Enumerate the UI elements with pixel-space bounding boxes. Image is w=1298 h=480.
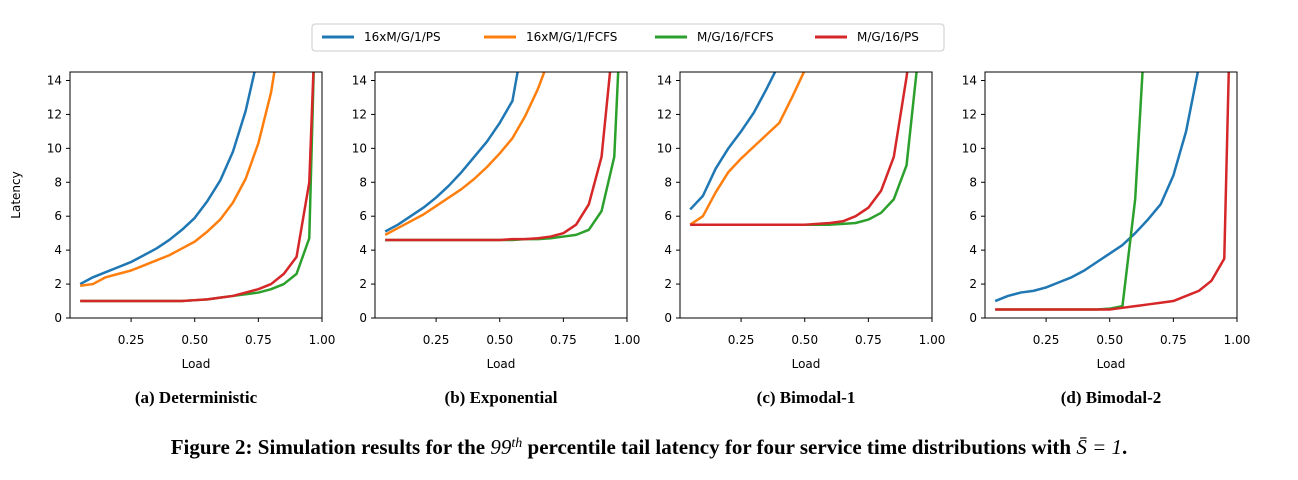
x-tick-label: 0.25: [423, 333, 450, 347]
caption-part: 99: [490, 435, 512, 459]
y-tick-label: 4: [54, 243, 62, 257]
y-tick-label: 2: [969, 277, 977, 291]
legend-label: 16xM/G/1/FCFS: [526, 30, 617, 44]
y-tick-label: 8: [54, 175, 62, 189]
subplot-title: (d) Bimodal-2: [1061, 388, 1162, 407]
x-axis-label: Load: [792, 357, 821, 371]
legend-label: 16xM/G/1/PS: [364, 30, 441, 44]
y-tick-label: 10: [352, 141, 367, 155]
legend-label: M/G/16/FCFS: [697, 30, 774, 44]
x-tick-label: 1.00: [614, 333, 641, 347]
x-tick-label: 0.75: [245, 333, 272, 347]
series-line: [384, 72, 546, 236]
series-line: [384, 72, 519, 233]
x-tick-label: 0.75: [1160, 333, 1187, 347]
caption-part: Figure 2: Simulation results for the: [171, 435, 491, 459]
y-tick-label: 4: [359, 243, 367, 257]
y-tick-label: 14: [962, 73, 977, 87]
y-tick-label: 10: [962, 141, 977, 155]
subplot-title: (a) Deterministic: [135, 388, 258, 407]
series-line: [80, 72, 315, 303]
x-tick-label: 1.00: [1224, 333, 1251, 347]
y-tick-label: 0: [969, 311, 977, 325]
series-line: [690, 72, 909, 226]
plot-area: [994, 72, 1230, 311]
y-tick-label: 6: [359, 209, 367, 223]
series-line: [689, 72, 777, 211]
y-tick-label: 12: [657, 107, 672, 121]
axes-frame: [679, 71, 933, 319]
y-tick-label: 10: [657, 141, 672, 155]
y-tick-label: 6: [969, 209, 977, 223]
y-tick-label: 6: [54, 209, 62, 223]
y-tick-label: 10: [47, 141, 62, 155]
series-line: [385, 72, 612, 242]
subplot-title: (c) Bimodal-1: [757, 388, 856, 407]
y-tick-label: 8: [359, 175, 367, 189]
y-tick-label: 8: [969, 175, 977, 189]
axes-frame: [984, 71, 1238, 319]
y-tick-label: 14: [47, 73, 62, 87]
subplot-title: (b) Exponential: [445, 388, 558, 407]
x-tick-label: 1.00: [309, 333, 336, 347]
x-tick-label: 0.50: [181, 333, 208, 347]
x-tick-label: 0.25: [728, 333, 755, 347]
series-line: [80, 72, 276, 288]
series-line: [994, 72, 1200, 303]
y-tick-label: 4: [664, 243, 672, 257]
x-tick-label: 0.75: [550, 333, 577, 347]
x-tick-label: 0.50: [1096, 333, 1123, 347]
x-axis-label: Load: [182, 357, 211, 371]
figure-caption: Figure 2: Simulation results for the 99t…: [171, 435, 1128, 459]
y-tick-label: 0: [359, 311, 367, 325]
y-tick-label: 8: [664, 175, 672, 189]
legend-box: [311, 23, 945, 52]
x-tick-label: 0.50: [791, 333, 818, 347]
y-tick-label: 0: [664, 311, 672, 325]
caption-part: th: [511, 436, 522, 451]
plot-area: [79, 72, 315, 303]
series-line: [995, 72, 1230, 311]
y-tick-label: 4: [969, 243, 977, 257]
series-line: [80, 72, 315, 303]
caption-part: S̄ = 1: [1076, 435, 1122, 459]
y-tick-label: 2: [664, 277, 672, 291]
plot-area: [689, 72, 918, 226]
axes-frame: [69, 71, 323, 319]
axes-frame: [374, 71, 628, 319]
y-tick-label: 12: [47, 107, 62, 121]
y-tick-label: 14: [657, 73, 672, 87]
x-tick-label: 0.25: [118, 333, 145, 347]
x-tick-label: 0.75: [855, 333, 882, 347]
x-axis-label: Load: [1097, 357, 1126, 371]
legend-label: M/G/16/PS: [857, 30, 919, 44]
caption-part: percentile tail latency for four service…: [522, 435, 1076, 459]
series-line: [689, 72, 806, 226]
y-tick-label: 12: [962, 107, 977, 121]
y-tick-label: 6: [664, 209, 672, 223]
y-tick-label: 14: [352, 73, 367, 87]
x-axis-label: Load: [487, 357, 516, 371]
x-tick-label: 1.00: [919, 333, 946, 347]
series-line: [995, 72, 1144, 311]
x-tick-label: 0.50: [486, 333, 513, 347]
x-tick-label: 0.25: [1033, 333, 1060, 347]
series-line: [79, 72, 256, 286]
y-axis-label: Latency: [9, 171, 23, 218]
caption-part: .: [1122, 435, 1127, 459]
plot-area: [384, 72, 620, 242]
y-tick-label: 2: [54, 277, 62, 291]
y-tick-label: 12: [352, 107, 367, 121]
y-tick-label: 0: [54, 311, 62, 325]
y-tick-label: 2: [359, 277, 367, 291]
